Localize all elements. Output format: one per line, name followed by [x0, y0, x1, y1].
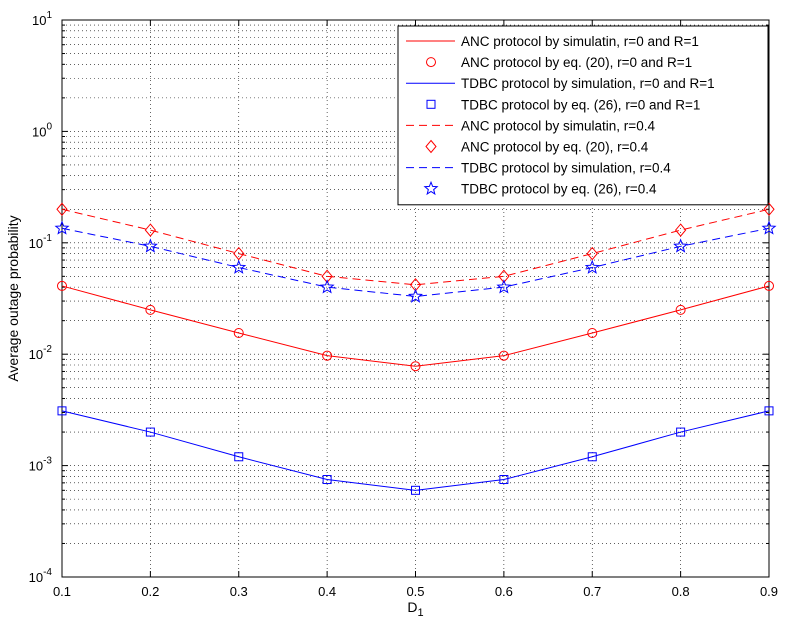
series-line — [61, 227, 770, 297]
legend-box — [397, 25, 769, 206]
legend-label: TDBC protocol by eq. (26), r=0 and R=1 — [461, 97, 700, 112]
legend-label: ANC protocol by simulatin, r=0 and R=1 — [461, 34, 699, 49]
series-line — [61, 410, 770, 491]
x-axis-label: D1 — [407, 599, 423, 619]
data-point-star — [408, 288, 423, 303]
x-tick-label: 0.3 — [230, 584, 248, 599]
x-axis-label-subscript: 1 — [418, 607, 424, 619]
data-point-square — [764, 406, 774, 416]
x-tick-label: 0.7 — [583, 584, 601, 599]
data-point-star — [142, 238, 158, 253]
data-point-circle — [57, 280, 67, 291]
legend-marker-square — [426, 99, 436, 109]
x-tick-label: 0.6 — [495, 584, 513, 599]
x-tick-label: 0.4 — [318, 584, 336, 599]
data-point-diamond — [586, 246, 598, 261]
data-point-diamond — [144, 223, 157, 237]
legend-item: ANC protocol by simulatin, r=0 and R=1 — [406, 34, 699, 49]
x-tick-label: 0.2 — [141, 584, 159, 599]
data-point-square — [587, 452, 597, 462]
x-tick-label: 0.9 — [760, 584, 778, 599]
data-point-square — [676, 427, 686, 437]
x-tick-label: 0.1 — [53, 584, 71, 599]
data-point-square — [322, 475, 332, 485]
y-tick-label: 10-4 — [29, 567, 53, 585]
series-2 — [57, 280, 774, 372]
data-point-square — [145, 427, 155, 437]
legend-marker-star — [423, 180, 439, 196]
series-4 — [57, 406, 774, 495]
series-6 — [56, 202, 775, 292]
data-point-circle — [410, 361, 421, 372]
legend-label: ANC protocol by eq. (20), r=0 and R=1 — [461, 55, 692, 70]
series-8 — [54, 220, 777, 303]
axis-ticks: 0.1 0.2 0.3 0.4 0.5 0.6 0.7 0.8 0.9 10-4 10-3 10-2 1… — [29, 10, 778, 599]
data-point-circle — [764, 280, 774, 291]
legend-label: ANC protocol by eq. (20), r=0.4 — [461, 140, 649, 155]
legend-item: ANC protocol by simulatin, r=0.4 — [406, 118, 655, 133]
data-point-diamond — [498, 269, 510, 284]
data-point-circle — [498, 350, 509, 361]
data-point-square — [411, 485, 420, 495]
data-point-diamond — [321, 269, 333, 284]
data-point-circle — [587, 327, 598, 338]
data-point-diamond — [763, 202, 775, 217]
x-tick-label: 0.8 — [672, 584, 690, 599]
legend-item: TDBC protocol by simulation, r=0.4 — [406, 161, 671, 176]
data-point-circle — [322, 350, 333, 361]
x-tick-label: 0.5 — [406, 584, 424, 599]
data-point-star — [54, 220, 70, 235]
series-1 — [61, 285, 770, 367]
data-point-star — [584, 259, 600, 274]
data-point-star — [761, 220, 777, 235]
legend-item: TDBC protocol by eq. (26), r=0 and R=1 — [426, 97, 700, 112]
series-group — [54, 202, 777, 495]
data-point-square — [57, 406, 67, 416]
legend-item: TDBC protocol by eq. (26), r=0.4 — [423, 180, 657, 197]
data-point-diamond — [56, 202, 68, 217]
y-tick-label: 101 — [32, 10, 52, 28]
series-7 — [61, 227, 770, 297]
y-tick-label: 10-1 — [29, 233, 53, 251]
series-line — [61, 208, 770, 286]
legend-label: TDBC protocol by eq. (26), r=0.4 — [461, 182, 657, 197]
data-point-star — [673, 238, 689, 253]
data-point-star — [319, 279, 335, 294]
y-axis-label: Average outage probability — [5, 215, 21, 381]
series-3 — [61, 410, 770, 491]
data-point-diamond — [233, 246, 245, 261]
data-point-circle — [145, 304, 156, 315]
legend-item: ANC protocol by eq. (20), r=0.4 — [425, 139, 649, 155]
data-point-circle — [675, 304, 686, 315]
series-5 — [61, 208, 770, 286]
legend-label: TDBC protocol by simulation, r=0 and R=1 — [461, 76, 715, 91]
legend: ANC protocol by simulatin, r=0 and R=1 AN… — [397, 25, 769, 206]
legend-label: ANC protocol by simulatin, r=0.4 — [461, 118, 655, 133]
legend-item: ANC protocol by eq. (20), r=0 and R=1 — [426, 55, 692, 70]
series-line — [61, 285, 770, 367]
data-point-star — [496, 279, 512, 294]
legend-marker-circle — [426, 57, 436, 68]
data-point-star — [231, 259, 247, 274]
legend-item: TDBC protocol by simulation, r=0 and R=1 — [406, 76, 715, 91]
legend-marker-diamond — [425, 139, 437, 154]
y-tick-label: 10-3 — [29, 456, 53, 474]
data-point-square — [499, 475, 509, 485]
legend-label: TDBC protocol by simulation, r=0.4 — [461, 161, 671, 176]
y-tick-label: 10-2 — [29, 344, 53, 362]
data-point-diamond — [674, 223, 687, 237]
data-point-square — [234, 452, 244, 462]
data-point-circle — [233, 327, 244, 338]
y-tick-label: 100 — [32, 121, 52, 139]
